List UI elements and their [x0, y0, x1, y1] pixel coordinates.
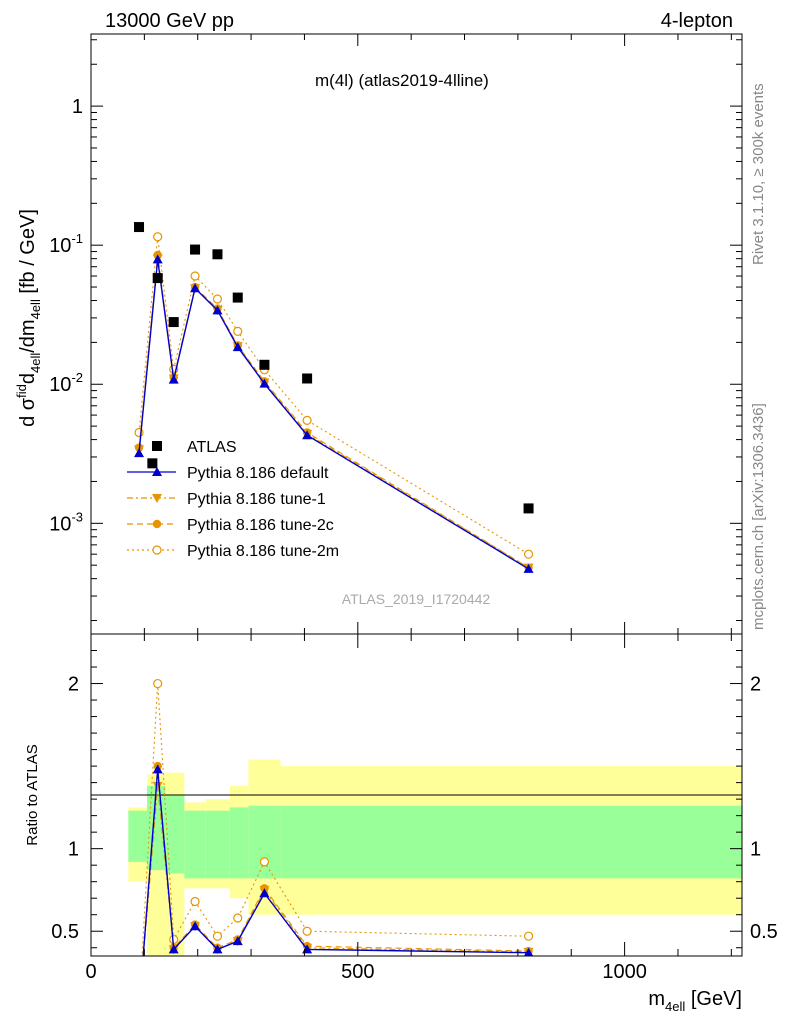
- legend-marker: [152, 467, 162, 476]
- ratio-series-point-0: [259, 888, 270, 898]
- ratio-band-inner: [248, 805, 281, 879]
- main-series-point-1: [134, 448, 145, 458]
- ratio-panel: 0.5 0.5 1 1 2 2 0 500 1000: [51, 633, 778, 983]
- beam-label: 13000 GeV pp: [105, 10, 234, 32]
- main-series-point-4: [212, 294, 223, 304]
- ratio-y-axis-label: Ratio to ATLAS: [24, 744, 41, 845]
- main-series-point-1: [152, 254, 163, 264]
- ratio-series-point-0: [523, 947, 534, 956]
- main-series-point-1: [232, 342, 243, 352]
- legend-label: ATLAS: [187, 439, 237, 456]
- atlas-data-point: [152, 273, 163, 284]
- legend: ATLAS Pythia 8.186 default Pythia 8.186 tu…: [127, 439, 339, 560]
- legend-label: Pythia 8.186 tune-2c: [187, 517, 334, 534]
- ratio-series-point-3: [153, 678, 163, 689]
- main-series-point-4: [523, 549, 534, 559]
- main-y-axis-label: d σfidd4ell/dm4ell [fb / GeV]: [14, 209, 43, 427]
- x-tick-label: 0: [85, 961, 96, 983]
- main-series-line-4: [138, 236, 529, 555]
- ratio-y-tick-label: 0.5: [51, 921, 79, 943]
- main-series-point-4: [190, 271, 200, 281]
- ratio-band-inner: [165, 795, 185, 874]
- atlas-data-point: [302, 373, 313, 384]
- analysis-id-label: ATLAS_2019_I1720442: [342, 591, 491, 607]
- ratio-series-point-3: [233, 913, 243, 923]
- main-series-point-4: [153, 232, 163, 242]
- ratio-series-point-0: [168, 944, 179, 954]
- atlas-data-point: [523, 503, 534, 514]
- ratio-y-tick-label-right: 2: [750, 674, 761, 696]
- atlas-data-point: [134, 222, 145, 233]
- ratio-y-tick-label-right: 0.5: [750, 921, 778, 943]
- legend-marker-atlas: [152, 441, 162, 451]
- main-plot-title: m(4l) (atlas2019-4lline): [315, 71, 489, 90]
- main-series-point-1: [190, 283, 201, 293]
- atlas-data-point: [232, 292, 243, 303]
- ratio-band-inner: [184, 810, 206, 879]
- legend-label: Pythia 8.186 tune-1: [187, 491, 326, 508]
- ratio-y-tick-label-right: 1: [750, 839, 761, 861]
- main-series-point-1: [302, 430, 313, 440]
- legend-marker: [152, 545, 162, 555]
- ratio-series-point-3: [259, 857, 270, 867]
- ratio-band-inner: [280, 805, 742, 879]
- ratio-series-point-0: [152, 764, 163, 774]
- ratio-series-point-0: [212, 944, 223, 954]
- main-series-point-4: [302, 415, 312, 425]
- legend-label: Pythia 8.186 default: [187, 465, 329, 482]
- channel-label: 4-lepton: [661, 10, 733, 32]
- main-series-point-4: [233, 326, 243, 336]
- main-series-point-1: [523, 563, 534, 573]
- legend-label: Pythia 8.186 tune-2m: [187, 543, 339, 560]
- x-axis-label: m4ell [GeV]: [648, 988, 742, 1014]
- x-tick-label: 500: [341, 961, 374, 983]
- ratio-series-point-3: [212, 931, 223, 941]
- atlas-data-point: [259, 359, 270, 370]
- atlas-data-point: [168, 317, 179, 328]
- ratio-band-inner: [229, 807, 249, 879]
- main-y-tick-label: 1: [72, 96, 83, 118]
- svg-text:d σfidd4ell/dm4ell [fb / GeV]: d σfidd4ell/dm4ell [fb / GeV]: [14, 209, 43, 427]
- ratio-y-tick-label: 1: [68, 839, 79, 861]
- ratio-y-tick-label: 2: [68, 674, 79, 696]
- ratio-series-point-3: [523, 931, 534, 941]
- legend-marker: [152, 519, 162, 529]
- atlas-data-point: [147, 458, 158, 469]
- x-tick-label: 1000: [602, 961, 647, 983]
- ratio-series-point-0: [232, 936, 243, 946]
- ratio-band-inner: [205, 810, 230, 879]
- atlas-data-point: [212, 249, 223, 260]
- main-series-point-1: [212, 305, 223, 315]
- main-series-point-1: [259, 378, 270, 388]
- ratio-band-inner: [128, 810, 148, 862]
- mcplots-label: mcplots.cern.ch [arXiv:1306.3436]: [750, 403, 767, 630]
- main-series-point-1: [168, 374, 179, 384]
- ratio-plot-frame: [90, 633, 743, 957]
- ratio-series-point-3: [190, 896, 200, 907]
- ratio-series-point-0: [190, 921, 201, 931]
- ratio-series-point-1: [152, 781, 163, 791]
- atlas-data-point: [190, 244, 201, 255]
- rivet-label: Rivet 3.1.10, ≥ 300k events: [750, 83, 767, 265]
- ratio-series-point-3: [302, 926, 312, 936]
- legend-marker: [152, 494, 162, 503]
- main-panel: m(4l) (atlas2019-4lline) ATLAS_2019_I172…: [49, 33, 743, 635]
